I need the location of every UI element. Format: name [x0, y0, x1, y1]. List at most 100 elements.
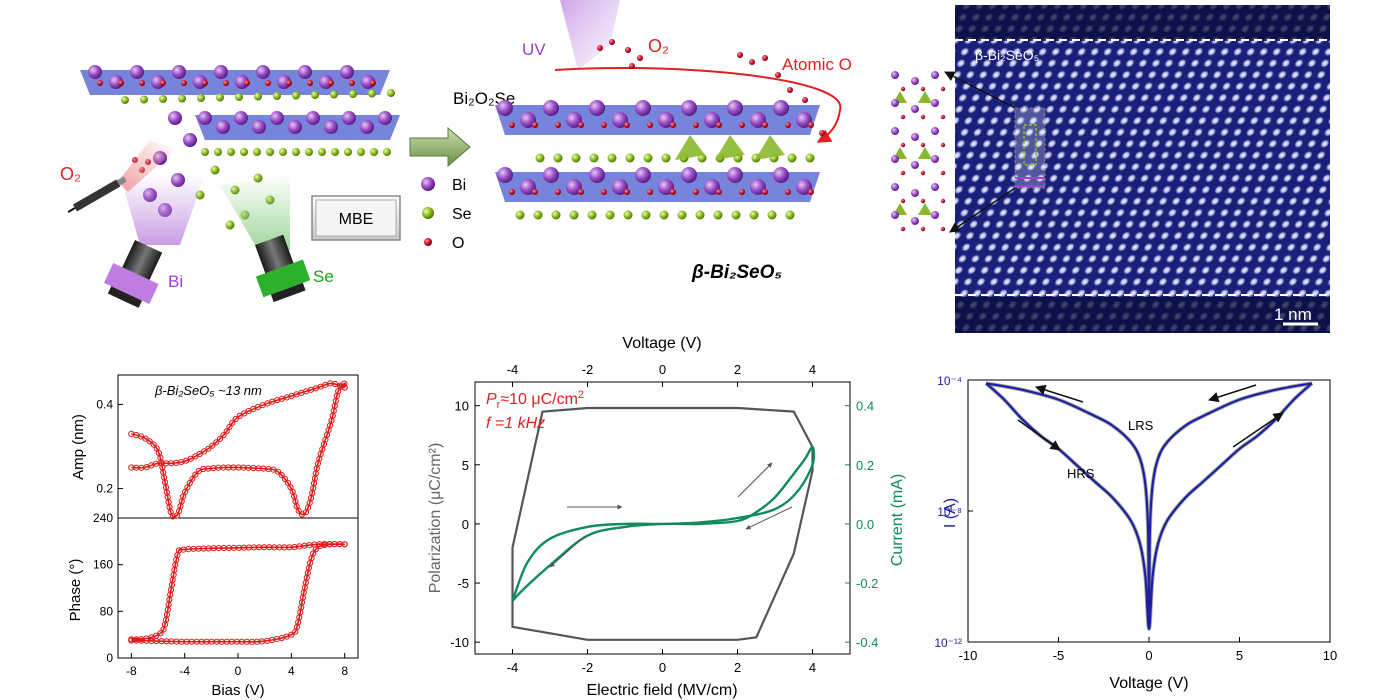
pfm-data-point: [216, 435, 224, 442]
o-atom: [244, 80, 250, 86]
se-atom: [331, 148, 339, 156]
bi-atom: [198, 111, 212, 125]
pfm-x-tick: 0: [235, 664, 242, 678]
scale-bar-label: 1 nm: [1274, 305, 1312, 324]
bi-atom: [589, 167, 605, 183]
se-atom: [533, 210, 543, 220]
pe-y-right-tick: 0.0: [856, 517, 874, 532]
o-atom: [307, 80, 313, 86]
bi-atom: [635, 167, 651, 183]
se-atom: [749, 210, 759, 220]
oxygen-dot: [597, 45, 603, 51]
iv-sweep-arrows: [1017, 384, 1284, 451]
o-atom: [601, 189, 607, 195]
iv-y-tick: 10⁻¹²: [934, 636, 962, 650]
o-atom: [532, 189, 538, 195]
bi-atom: [727, 100, 743, 116]
bi-atom: [378, 111, 392, 125]
pe-x-tick: 0: [659, 660, 666, 675]
pe-annotation-pr: Pr≈10 μC/cm2: [486, 389, 584, 411]
pfm-data-point: [142, 435, 149, 442]
phase-y-tick: 0: [106, 651, 113, 665]
o-atom: [202, 80, 208, 86]
pfm-data-point: [128, 636, 135, 643]
se-atom: [569, 210, 579, 220]
se-atom: [589, 153, 599, 163]
se-atom: [357, 148, 365, 156]
bi-atom: [172, 65, 186, 79]
se-atom: [197, 94, 205, 102]
hrs-label: HRS: [1067, 466, 1095, 481]
pe-x-tick: 4: [809, 660, 816, 675]
oxygen-dot: [749, 59, 755, 65]
bi-atom: [750, 112, 766, 128]
oxygen-dot: [629, 63, 635, 69]
iv-x-tick: 5: [1236, 648, 1243, 663]
se-atom: [240, 148, 248, 156]
o-atom: [693, 122, 699, 128]
iv-x-tick: 0: [1145, 648, 1152, 663]
o-atom: [118, 80, 124, 86]
o-atom: [555, 122, 561, 128]
se-atom: [159, 95, 167, 103]
legend-se: Se: [452, 206, 472, 223]
model-o-atom: [920, 114, 926, 120]
substrate-crystal: [80, 65, 400, 230]
model-o-atom: [920, 170, 926, 176]
model-bi-atom: [931, 71, 939, 79]
se-atom: [625, 153, 635, 163]
pe-y-right-tick: -0.4: [856, 635, 878, 650]
o-atom: [223, 80, 229, 86]
phase-y-tick: 160: [93, 558, 113, 572]
model-o-atom: [940, 198, 946, 204]
o-legend-marker: [424, 238, 432, 246]
pfm-data-point: [180, 546, 187, 553]
o2-nozzle: [67, 176, 127, 213]
se-atom: [292, 148, 300, 156]
pe-ylabel-right: Current (mA): [889, 474, 906, 566]
se-atom: [695, 210, 705, 220]
pe-x-tick: -4: [507, 660, 519, 675]
o-atom: [578, 189, 584, 195]
pe-y-right-tick: 0.2: [856, 458, 874, 473]
pfm-data-point: [160, 626, 167, 633]
model-bi-atom: [911, 217, 919, 225]
bi-beam: [120, 175, 205, 245]
bi-atom: [566, 112, 582, 128]
se-atom: [731, 210, 741, 220]
bi-atom: [681, 167, 697, 183]
bi-atom: [750, 179, 766, 195]
o-atom: [762, 189, 768, 195]
model-seo-tetrahedron: [918, 91, 932, 103]
unit-cell-box: [1014, 107, 1046, 189]
o-atom: [139, 80, 145, 86]
bi-atom: [234, 111, 248, 125]
pe-top-xlabel: Voltage (V): [622, 335, 701, 352]
flux-se-atom: [210, 165, 220, 175]
se-atom: [551, 210, 561, 220]
product-crystal: [495, 100, 820, 220]
pfm-data-point: [150, 441, 157, 448]
phase-y-tick: 240: [93, 511, 113, 525]
pfm-data-point: [226, 423, 233, 431]
bi-atom: [681, 100, 697, 116]
o-atom: [716, 122, 722, 128]
bi-atom: [130, 65, 144, 79]
bi-atom: [704, 179, 720, 195]
model-o-atom: [920, 198, 926, 204]
se-atom: [253, 148, 261, 156]
model-bi-atom: [891, 71, 899, 79]
pe-chart: -4 -2 0 2 4 -4 -2 0 2 4 -10 -5 0 5 10 -0.4 -0.2 0.0 0.2 0.4…: [427, 335, 906, 699]
bi-effusion-cell: [103, 239, 163, 308]
uv-label: UV: [522, 40, 546, 59]
iv-x-tick: -5: [1053, 648, 1065, 663]
se-atom: [767, 210, 777, 220]
model-bi-atom: [931, 155, 939, 163]
phase-loop-reverse: [131, 543, 345, 641]
o-atom: [97, 80, 103, 86]
oxygen-dot: [762, 55, 768, 61]
bi-atom: [360, 120, 374, 134]
pfm-data-point: [281, 475, 288, 482]
stem-phase-label: β-Bi₂SeO₅: [975, 47, 1039, 63]
bi-atom: [520, 112, 536, 128]
